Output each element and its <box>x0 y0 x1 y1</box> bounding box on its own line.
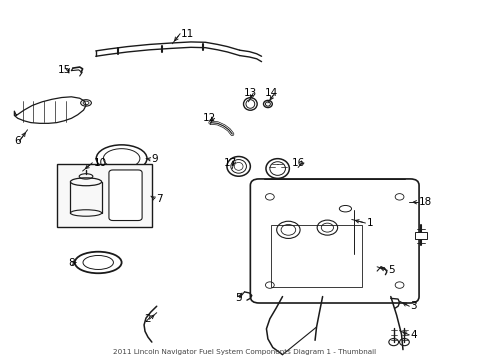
Text: 14: 14 <box>264 88 278 98</box>
Bar <box>271 225 361 287</box>
Text: 18: 18 <box>418 197 431 207</box>
Text: 2: 2 <box>144 314 151 324</box>
Text: 6: 6 <box>14 136 21 146</box>
Text: 3: 3 <box>409 301 416 311</box>
Bar <box>414 232 426 239</box>
Text: 7: 7 <box>156 194 162 204</box>
Text: 10: 10 <box>93 158 106 168</box>
Text: 1: 1 <box>366 218 372 228</box>
Text: 5: 5 <box>387 265 394 275</box>
Text: 4: 4 <box>409 330 416 340</box>
Text: 8: 8 <box>68 258 75 268</box>
FancyBboxPatch shape <box>109 170 142 221</box>
Text: 11: 11 <box>181 29 194 39</box>
Text: 12: 12 <box>203 113 216 123</box>
Text: 15: 15 <box>58 64 71 75</box>
FancyBboxPatch shape <box>250 179 418 303</box>
Text: 9: 9 <box>151 154 157 164</box>
Text: 17: 17 <box>224 158 237 168</box>
Text: 16: 16 <box>292 158 305 168</box>
Text: 5: 5 <box>234 293 241 303</box>
Text: 13: 13 <box>243 88 256 98</box>
Bar <box>57 164 152 226</box>
Text: 2011 Lincoln Navigator Fuel System Components Diagram 1 - Thumbnail: 2011 Lincoln Navigator Fuel System Compo… <box>113 349 375 355</box>
